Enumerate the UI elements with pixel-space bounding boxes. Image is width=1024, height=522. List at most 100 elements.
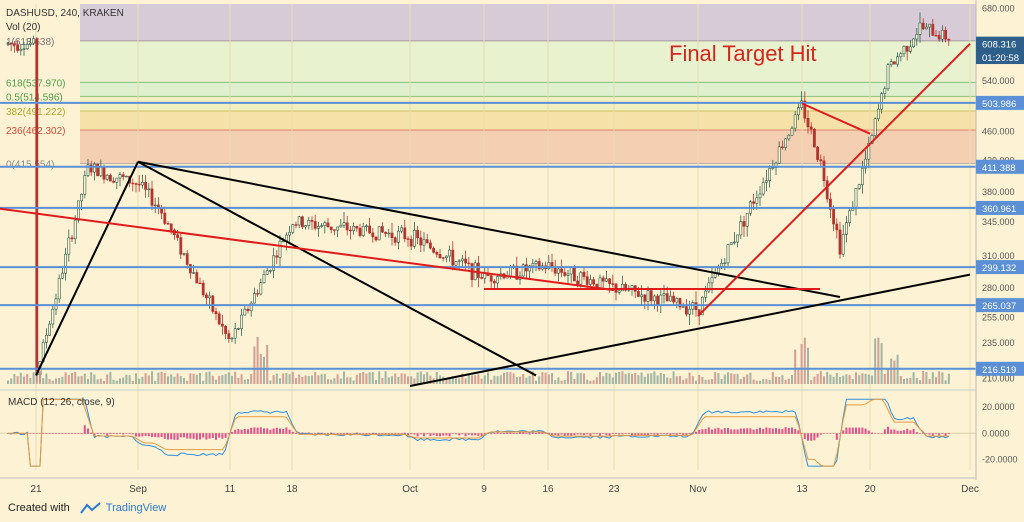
volume-bar [570,371,573,384]
volume-bar [691,376,694,384]
candle-body [368,225,372,234]
candle-body [790,127,794,136]
macd-histogram-bar [627,433,630,434]
macd-histogram-bar [218,433,221,438]
macd-histogram-bar [925,433,928,434]
candle-body [924,26,928,30]
tradingview-brand[interactable]: TradingView [105,502,167,514]
macd-histogram-bar [842,430,845,434]
volume-bar [128,375,131,384]
candle-body [704,290,708,298]
volume-bar [144,373,147,384]
macd-histogram-bar [42,433,45,434]
candle-body [876,108,880,119]
volume-bar [586,379,589,384]
macd-histogram-bar [592,433,595,435]
volume-bar [493,375,496,384]
volume-bar [682,379,685,384]
candle-body [22,48,26,50]
volume-bar [391,376,393,384]
volume-bar [925,371,928,384]
volume-bar [80,375,83,384]
fib-zone [80,110,976,131]
volume-bar [90,372,93,384]
candle-body [115,177,119,183]
volume-bar [618,371,621,384]
volume-bar [784,379,787,384]
macd-histogram-bar [896,430,899,434]
volume-bar [554,380,557,384]
x-tick-label: 16 [542,484,554,494]
volume-bar [272,375,275,384]
volume-bar [522,373,525,384]
candle-body [598,277,602,289]
macd-histogram-bar [99,433,102,434]
volume-bar [471,375,473,384]
volume-bar [35,371,38,384]
macd-histogram-bar [775,428,777,434]
macd-histogram-bar [170,433,173,440]
candle-body [80,193,84,202]
candle-body [572,266,576,282]
volume-bar [730,373,733,384]
macd-histogram-bar [919,433,921,434]
volume-bar [343,371,345,384]
macd-histogram-bar [359,433,361,435]
macd-histogram-bar [269,429,272,434]
candle-body [355,225,359,229]
candle-body [668,295,672,302]
volume-bar [768,379,771,384]
volume-bar [755,380,758,384]
candle-body [51,308,55,325]
macd-histogram-bar [407,433,409,436]
y-tick-label: 235.000 [982,338,1015,348]
candle-body [230,337,234,340]
volume-bar [67,374,70,384]
macd-histogram-bar [698,429,701,434]
candle-body [67,237,71,255]
volume-bar [723,374,726,384]
volume-bar [557,377,560,384]
candle-body [345,222,349,231]
candle-body [921,22,925,30]
macd-histogram-bar [403,432,406,434]
candle-body [422,239,426,246]
macd-histogram-bar [109,432,112,434]
candle-body [726,244,730,264]
candle-body [192,272,196,274]
volume-bar [560,380,563,384]
x-tick-label: 11 [225,484,236,494]
macd-histogram-bar [375,433,377,434]
volume-bar [387,377,390,384]
candle-body [150,188,154,206]
volume-bar [480,378,483,384]
volume-bar [323,373,326,384]
volume-bar [7,380,9,384]
candle-body [732,241,736,244]
macd-histogram-bar [819,433,822,435]
price-tag-box [976,298,1024,313]
macd-histogram-bar [589,433,592,436]
macd-histogram-bar [288,429,291,434]
candle-body [336,226,340,231]
volume-bar [122,377,125,384]
volume-bar [346,377,349,384]
footer: Created with TradingView [0,494,1024,522]
macd-histogram-bar [282,428,285,434]
macd-histogram-bar [496,432,499,434]
macd-histogram-bar [490,433,493,435]
macd-histogram-bar [890,429,893,434]
candle-body [860,167,864,185]
volume-bar [55,378,57,384]
macd-histogram-bar [506,432,509,434]
volume-bar [186,380,189,384]
candle-body [249,302,253,312]
candle-body [189,264,192,274]
volume-bar [151,371,153,384]
candle-body [208,295,212,299]
candle-body [310,220,314,222]
volume-bar [845,374,848,384]
macd-histogram-bar [419,433,422,435]
chart-svg[interactable]: 1(613.638)618(537.970)0.5(514.596)382(49… [0,0,1024,495]
